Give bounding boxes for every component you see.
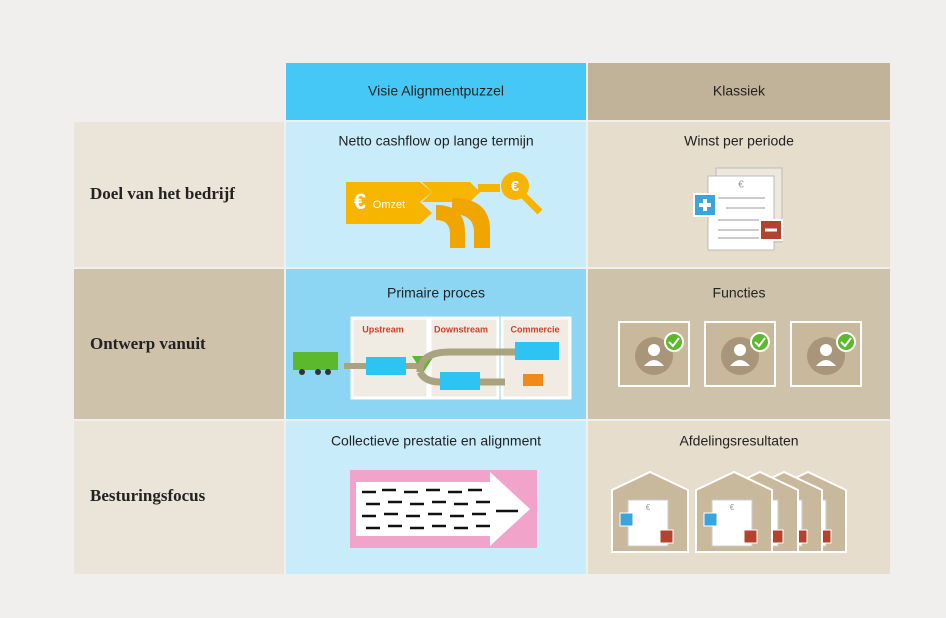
cashflow-icon: € Omzet € — [346, 172, 543, 248]
euro-sign: € — [511, 178, 520, 195]
euro-sign: € — [738, 180, 744, 191]
cell-title: Afdelingsresultaten — [679, 433, 798, 449]
alignment-icon — [350, 470, 537, 548]
row-label: Doel van het bedrijf — [90, 184, 235, 203]
cell-title: Functies — [713, 285, 766, 301]
row-label: Besturingsfocus — [90, 486, 206, 505]
cell-title: Netto cashflow op lange termijn — [338, 133, 533, 149]
row-label-cell — [74, 421, 284, 574]
header-cell — [286, 63, 586, 120]
cell-title: Collectieve prestatie en alignment — [331, 433, 541, 449]
stage-label: Downstream — [434, 324, 488, 334]
header-cell — [588, 63, 890, 120]
row-label-cell — [74, 122, 284, 267]
cell-title: Winst per periode — [684, 133, 794, 149]
functions-icon — [618, 321, 862, 387]
profit-document-icon: € — [693, 167, 783, 251]
column-header: Visie Alignmentpuzzel — [368, 83, 504, 99]
departments-icon: € € — [611, 470, 847, 553]
stage-label: Upstream — [362, 324, 404, 334]
euro-sign: € — [354, 189, 366, 214]
row-label-cell — [74, 269, 284, 419]
omzet-label: Omzet — [373, 199, 405, 211]
row-label: Ontwerp vanuit — [90, 334, 206, 353]
euro-sign: € — [730, 503, 735, 512]
column-header: Klassiek — [713, 83, 766, 99]
cell-title: Primaire proces — [387, 285, 485, 301]
stage-label: Commercie — [510, 324, 559, 334]
euro-sign: € — [646, 503, 651, 512]
process-icon: Upstream Downstream Commercie — [293, 316, 572, 400]
